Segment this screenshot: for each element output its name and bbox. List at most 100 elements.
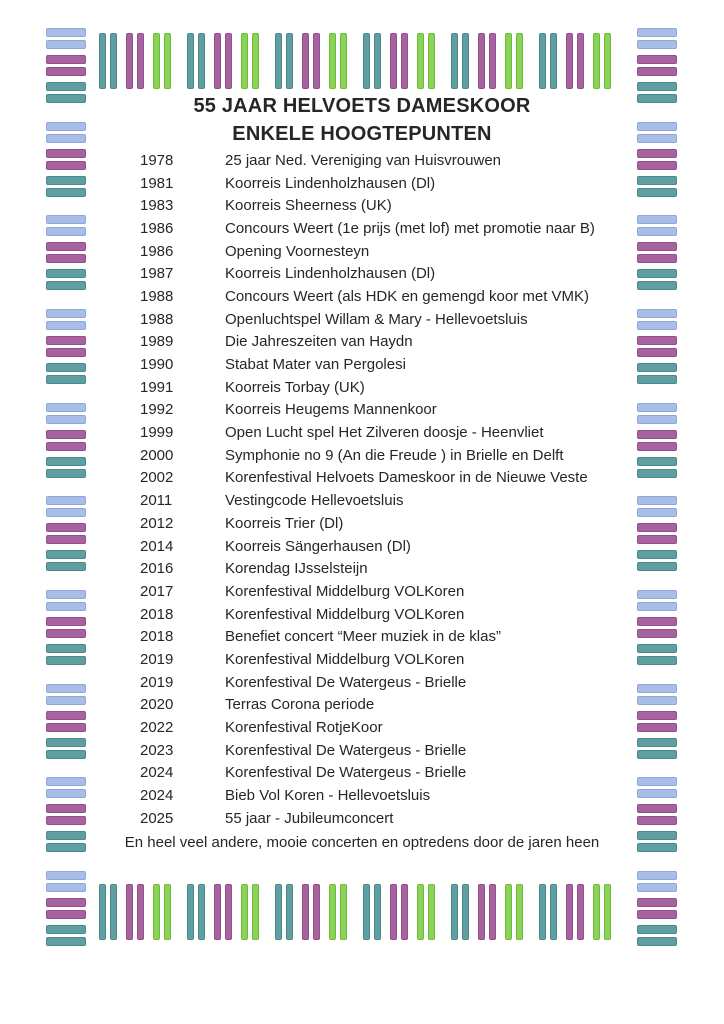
teal-stripe-bar bbox=[46, 737, 86, 747]
teal-stripe-bar bbox=[451, 884, 458, 940]
purple-stripe-pair bbox=[637, 148, 677, 170]
teal-stripe-bar bbox=[637, 281, 677, 291]
event-description: Concours Weert (als HDK en gemengd koor … bbox=[225, 287, 590, 305]
purple-stripe-bar bbox=[46, 909, 86, 919]
teal-stripe-bar bbox=[46, 749, 86, 759]
blue-stripe-bar bbox=[46, 789, 86, 799]
purple-stripe-pair bbox=[478, 33, 496, 89]
event-description: 25 jaar Ned. Vereniging van Huisvrouwen bbox=[225, 151, 501, 169]
teal-stripe-bar bbox=[46, 924, 86, 934]
event-year: 2019 bbox=[140, 673, 174, 691]
purple-stripe-bar bbox=[46, 722, 86, 732]
blue-stripe-bar bbox=[637, 133, 677, 143]
event-row: 1986 Opening Voornesteyn bbox=[140, 240, 664, 263]
teal-stripe-bar bbox=[637, 737, 677, 747]
purple-stripe-pair bbox=[637, 616, 677, 638]
teal-stripe-bar bbox=[46, 831, 86, 841]
purple-stripe-pair bbox=[637, 804, 677, 826]
blue-stripe-bar bbox=[637, 402, 677, 412]
event-year: 1988 bbox=[140, 287, 174, 305]
event-row: 2024 Bieb Vol Koren - Hellevoetsluis bbox=[140, 784, 664, 807]
teal-stripe-pair bbox=[637, 175, 677, 197]
purple-stripe-bar bbox=[46, 628, 86, 638]
blue-stripe-pair bbox=[637, 308, 677, 330]
event-row: 2016 Korendag IJsselsteijn bbox=[140, 557, 664, 580]
event-row: 2020 Terras Corona periode bbox=[140, 694, 664, 717]
event-year: 2020 bbox=[140, 696, 174, 714]
teal-stripe-pair bbox=[46, 269, 86, 291]
blue-stripe-pair bbox=[637, 402, 677, 424]
purple-stripe-bar bbox=[46, 897, 86, 907]
teal-stripe-pair bbox=[363, 33, 381, 89]
teal-stripe-pair bbox=[46, 550, 86, 572]
purple-stripe-bar bbox=[566, 33, 573, 89]
purple-stripe-bar bbox=[637, 441, 677, 451]
purple-stripe-pair bbox=[126, 33, 144, 89]
event-description: Koorreis Lindenholzhausen (Dl) bbox=[225, 265, 436, 283]
teal-stripe-bar bbox=[637, 924, 677, 934]
teal-stripe-bar bbox=[46, 643, 86, 653]
teal-stripe-bar bbox=[637, 843, 677, 853]
blue-stripe-bar bbox=[46, 227, 86, 237]
purple-stripe-bar bbox=[302, 884, 309, 940]
purple-stripe-bar bbox=[46, 804, 86, 814]
blue-stripe-bar bbox=[637, 414, 677, 424]
purple-stripe-pair bbox=[46, 897, 86, 919]
teal-stripe-bar bbox=[198, 33, 205, 89]
green-stripe-pair bbox=[241, 884, 259, 940]
teal-stripe-bar bbox=[637, 456, 677, 466]
purple-stripe-bar bbox=[46, 816, 86, 826]
purple-stripe-bar bbox=[46, 67, 86, 76]
stripe-group bbox=[637, 870, 677, 946]
stripe-group bbox=[637, 496, 677, 572]
event-year: 2014 bbox=[140, 537, 174, 555]
event-description: Symphonie no 9 (An die Freude ) in Briel… bbox=[225, 446, 564, 464]
purple-stripe-pair bbox=[637, 897, 677, 919]
event-row: 1978 25 jaar Ned. Vereniging van Huisvrou… bbox=[140, 149, 664, 172]
blue-stripe-bar bbox=[637, 695, 677, 705]
blue-stripe-bar bbox=[637, 777, 677, 787]
green-stripe-bar bbox=[604, 884, 611, 940]
event-description: Koorreis Sheerness (UK) bbox=[225, 197, 392, 215]
teal-stripe-bar bbox=[46, 550, 86, 560]
green-stripe-bar bbox=[164, 33, 171, 89]
green-stripe-bar bbox=[241, 33, 248, 89]
teal-stripe-pair bbox=[637, 456, 677, 478]
event-row: 2018 Korenfestival Middelburg VOLKoren bbox=[140, 603, 664, 626]
event-row: 1992 Koorreis Heugems Mannenkoor bbox=[140, 399, 664, 422]
purple-stripe-bar bbox=[577, 33, 584, 89]
event-row: 2000 Symphonie no 9 (An die Freude ) in B… bbox=[140, 444, 664, 467]
purple-stripe-bar bbox=[46, 347, 86, 357]
purple-stripe-bar bbox=[46, 523, 86, 533]
purple-stripe-bar bbox=[46, 242, 86, 252]
stripe-group bbox=[46, 777, 86, 853]
teal-stripe-bar bbox=[637, 187, 677, 197]
purple-stripe-pair bbox=[478, 884, 496, 940]
event-year: 2002 bbox=[140, 469, 174, 487]
teal-stripe-pair bbox=[99, 884, 117, 940]
event-row: 2011 Vestingcode Hellevoetsluis bbox=[140, 489, 664, 512]
event-description: Korenfestival Helvoets Dameskoor in de N… bbox=[225, 469, 588, 487]
teal-stripe-bar bbox=[46, 175, 86, 185]
teal-stripe-bar bbox=[637, 655, 677, 665]
stripe-group bbox=[637, 121, 677, 197]
purple-stripe-bar bbox=[46, 55, 86, 64]
event-row: 1989 Die Jahreszeiten van Haydn bbox=[140, 331, 664, 354]
green-stripe-pair bbox=[417, 33, 435, 89]
blue-stripe-bar bbox=[46, 683, 86, 693]
purple-stripe-bar bbox=[46, 535, 86, 545]
teal-stripe-bar bbox=[637, 374, 677, 384]
teal-stripe-bar bbox=[99, 33, 106, 89]
teal-stripe-bar bbox=[46, 562, 86, 572]
purple-stripe-bar bbox=[637, 254, 677, 264]
purple-stripe-bar bbox=[489, 33, 496, 89]
teal-stripe-pair bbox=[187, 33, 205, 89]
green-stripe-bar bbox=[241, 884, 248, 940]
stripe-group bbox=[275, 884, 347, 940]
event-description: Korenfestival De Watergeus - Brielle bbox=[225, 673, 467, 691]
blue-stripe-bar bbox=[637, 601, 677, 611]
teal-stripe-bar bbox=[637, 269, 677, 279]
teal-stripe-pair bbox=[451, 33, 469, 89]
event-description: Korendag IJsselsteijn bbox=[225, 560, 368, 578]
